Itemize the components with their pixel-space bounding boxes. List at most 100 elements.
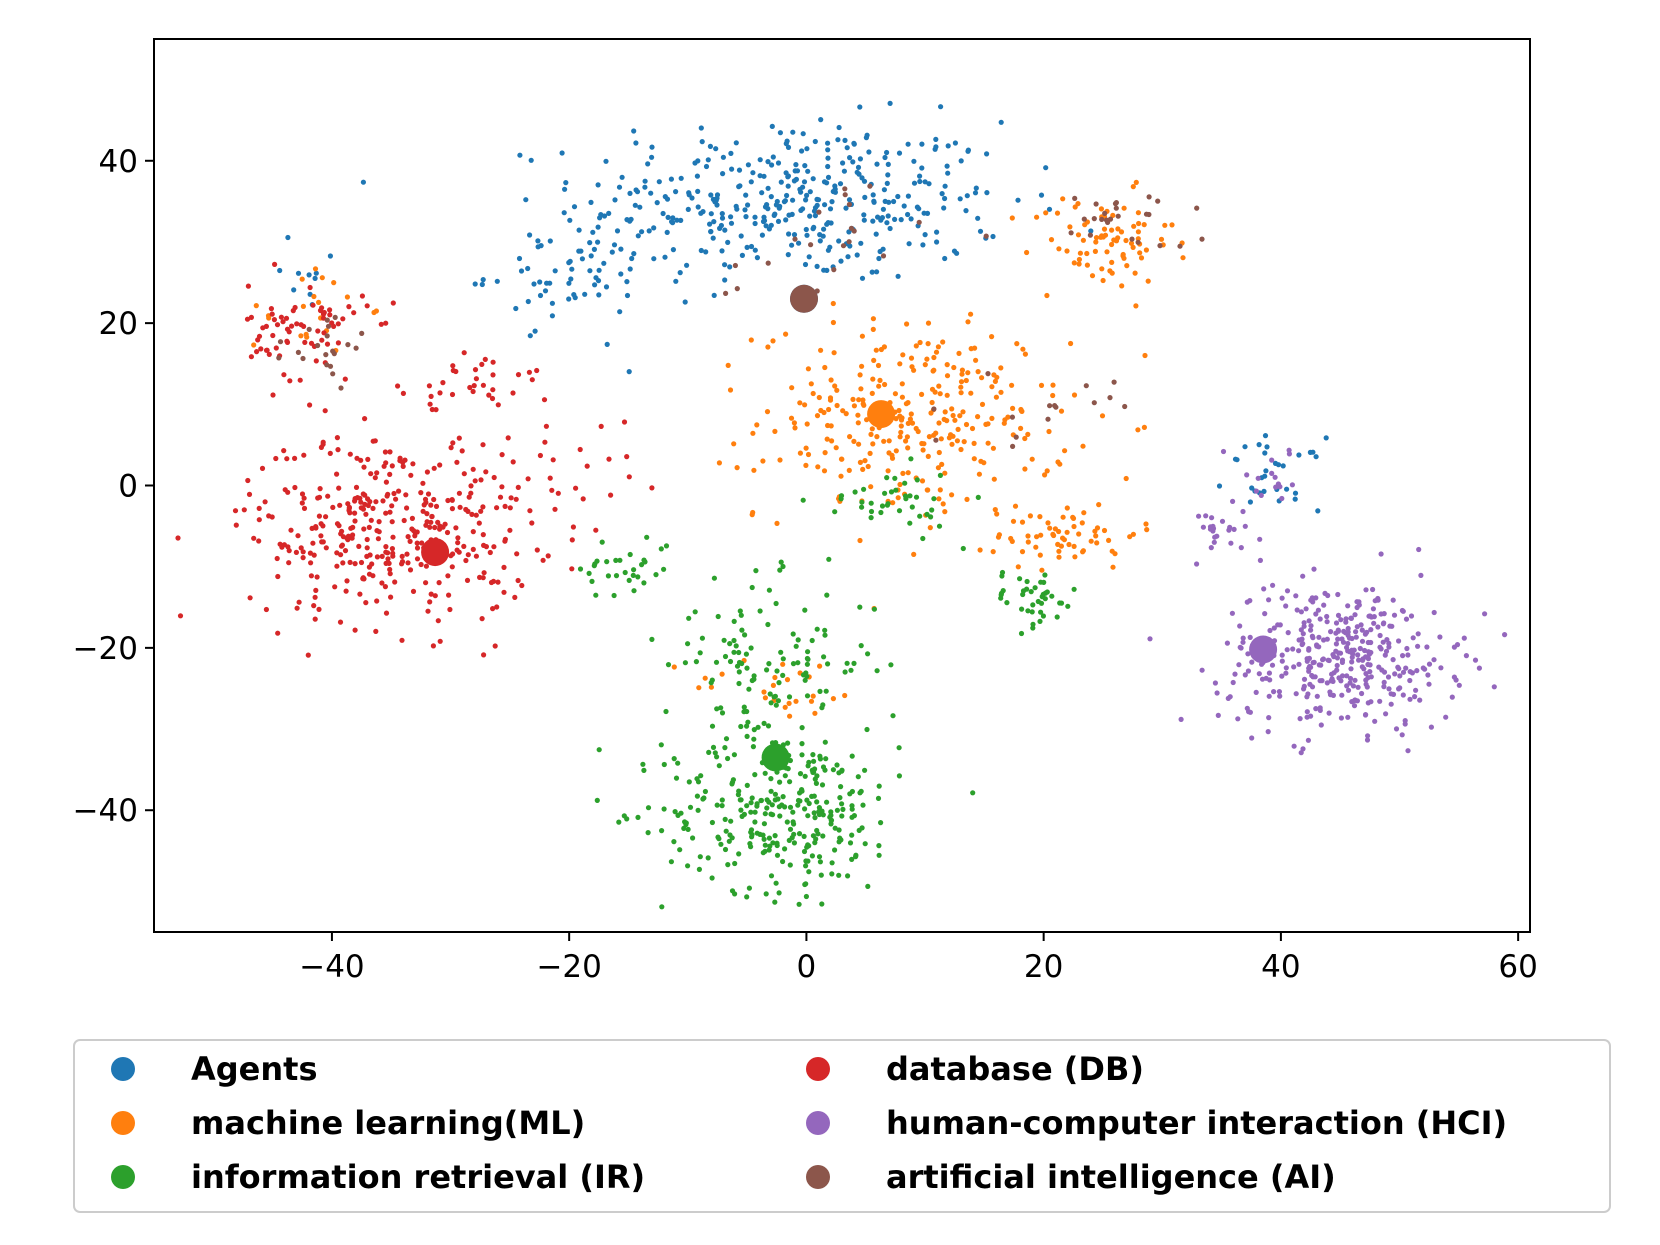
data-point: [1353, 634, 1359, 640]
data-point: [480, 382, 486, 388]
data-point: [1438, 665, 1444, 671]
data-point: [595, 182, 601, 188]
data-point: [806, 759, 812, 766]
data-point: [455, 540, 461, 546]
data-point: [690, 835, 696, 841]
data-point: [383, 510, 389, 516]
data-point: [933, 144, 939, 150]
data-point: [801, 833, 807, 840]
data-point: [832, 509, 838, 515]
data-point: [362, 501, 368, 507]
data-point: [842, 692, 848, 699]
data-point: [661, 806, 667, 812]
data-point: [1109, 227, 1115, 233]
data-point: [608, 492, 614, 498]
legend-marker: [806, 1057, 830, 1081]
data-point: [812, 840, 818, 846]
data-point: [603, 158, 609, 164]
data-point: [1093, 239, 1099, 245]
data-point: [877, 248, 883, 255]
data-point: [816, 394, 822, 401]
data-point: [510, 390, 516, 396]
data-point: [472, 478, 478, 484]
data-point: [1271, 625, 1277, 631]
data-point: [601, 260, 607, 266]
data-point: [896, 508, 903, 514]
data-point: [641, 580, 647, 586]
data-point: [374, 470, 380, 476]
data-point: [692, 609, 698, 615]
data-point: [814, 263, 820, 269]
data-point: [1027, 513, 1033, 519]
data-point: [775, 218, 782, 224]
data-point: [1300, 641, 1306, 647]
data-point: [320, 311, 327, 317]
data-point: [811, 810, 817, 816]
data-point: [1071, 586, 1077, 592]
data-point: [770, 682, 777, 689]
legend-entry: database (DB): [806, 1050, 1144, 1088]
data-point: [761, 689, 767, 695]
data-point: [707, 143, 714, 149]
data-point: [1364, 629, 1370, 635]
data-point: [761, 720, 767, 727]
data-point: [790, 661, 797, 667]
data-point: [925, 453, 931, 459]
data-point: [312, 616, 318, 622]
data-point: [784, 192, 790, 199]
data-point: [687, 804, 694, 810]
data-point: [907, 416, 914, 422]
data-point: [436, 580, 442, 586]
data-point: [1284, 588, 1291, 594]
data-point: [799, 741, 805, 747]
data-point: [1437, 634, 1443, 640]
data-point: [480, 504, 486, 510]
data-point: [824, 592, 830, 598]
data-point: [905, 420, 911, 426]
data-point: [429, 406, 435, 413]
data-point: [1101, 226, 1108, 232]
data-point: [1109, 259, 1115, 265]
data-point: [884, 475, 890, 481]
data-point: [306, 272, 312, 278]
data-point: [1060, 514, 1066, 520]
data-point: [1330, 692, 1336, 699]
data-point: [1060, 196, 1066, 202]
data-point: [502, 503, 508, 509]
data-point: [582, 291, 588, 297]
data-point: [817, 859, 824, 865]
data-point: [1091, 400, 1097, 406]
data-point: [1364, 684, 1370, 690]
data-point: [671, 839, 677, 845]
data-point: [340, 316, 346, 322]
data-point: [1386, 644, 1392, 650]
data-point: [973, 185, 979, 191]
data-point: [739, 627, 745, 633]
data-point: [722, 816, 728, 823]
y-tick-label: 0: [118, 469, 138, 505]
data-point: [874, 668, 880, 674]
legend-frame: [73, 1039, 1611, 1213]
data-point: [891, 198, 897, 205]
data-point: [963, 208, 969, 214]
data-point: [543, 423, 550, 429]
data-point: [1093, 235, 1100, 241]
data-point: [446, 592, 452, 598]
data-point: [1216, 483, 1223, 489]
data-point: [1091, 216, 1097, 222]
data-point: [696, 866, 703, 873]
data-point: [1372, 718, 1378, 724]
data-point: [363, 511, 369, 517]
data-point: [1301, 683, 1307, 690]
data-point: [920, 242, 926, 248]
data-point: [455, 535, 461, 541]
data-point: [635, 814, 641, 821]
data-point: [1253, 488, 1259, 494]
data-point: [800, 672, 807, 678]
centroid-marker: [1249, 635, 1278, 664]
data-point: [815, 197, 822, 203]
data-point: [534, 547, 540, 553]
data-point: [1030, 621, 1036, 627]
data-point: [1042, 472, 1048, 478]
